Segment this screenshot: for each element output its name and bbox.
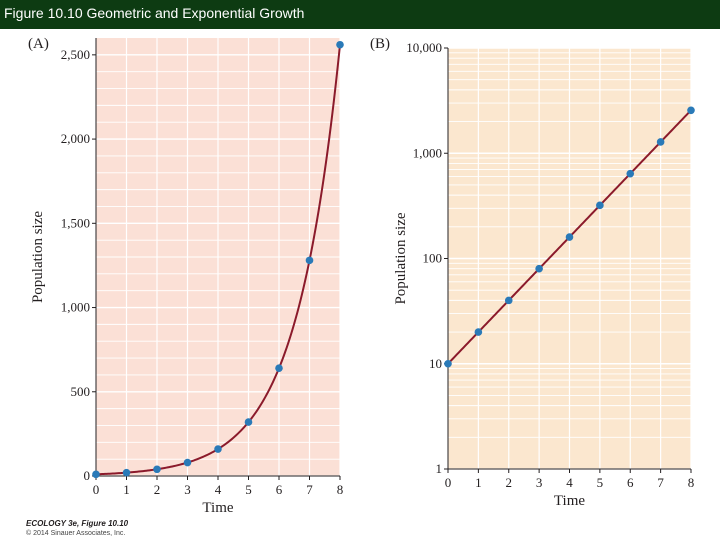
panel-a-x-axis-label: Time bbox=[202, 500, 233, 516]
panel-a-label: (A) bbox=[28, 36, 49, 52]
panel-a-x-tick-label: 8 bbox=[337, 482, 344, 497]
panel-a-y-axis-label: Population size bbox=[30, 211, 46, 303]
panel-a-x-tick-label: 2 bbox=[154, 482, 161, 497]
panel-a-data-point bbox=[214, 445, 222, 453]
panel-a-y-tick-label: 2,500 bbox=[61, 47, 90, 62]
figure-title: Figure 10.10 Geometric and Exponential G… bbox=[4, 5, 305, 21]
panel-b-x-tick-label: 0 bbox=[445, 475, 452, 490]
panel-a-data-point bbox=[92, 470, 100, 479]
panel-a-y-tick-label: 2,000 bbox=[61, 131, 90, 146]
panel-b-label: (B) bbox=[370, 36, 390, 52]
panel-b-x-tick-label: 3 bbox=[536, 475, 543, 490]
panel-a-x-tick-label: 4 bbox=[215, 482, 222, 497]
panel-b-y-tick-label: 1,000 bbox=[413, 145, 442, 160]
panel-b-x-tick-label: 6 bbox=[627, 475, 634, 490]
panel-a-y-tick-label: 500 bbox=[71, 384, 91, 399]
panel-a-x-tick-label: 6 bbox=[276, 482, 283, 497]
panel-b-y-tick-label: 100 bbox=[423, 251, 443, 266]
panel-b-data-point bbox=[656, 138, 665, 146]
panel-b-x-tick-label: 1 bbox=[475, 475, 482, 490]
panel-b-data-point bbox=[444, 359, 452, 368]
panel-a-data-point bbox=[122, 468, 131, 477]
panel-b-x-tick-label: 4 bbox=[566, 475, 573, 490]
panel-a-x-tick-label: 0 bbox=[93, 482, 100, 497]
panel-b-x-tick-label: 8 bbox=[688, 475, 695, 490]
figure-title-bar: Figure 10.10 Geometric and Exponential G… bbox=[0, 0, 720, 29]
panel-a-y-tick-label: 0 bbox=[84, 468, 91, 483]
panel-a-data-point bbox=[183, 458, 192, 467]
credit-copyright: © 2014 Sinauer Associates, Inc. bbox=[26, 530, 126, 537]
panel-b-y-tick-label: 10,000 bbox=[406, 40, 442, 55]
panel-a-x-tick-label: 3 bbox=[184, 482, 191, 497]
panel-b-data-point bbox=[535, 264, 543, 273]
panel-a-x-tick-label: 1 bbox=[123, 482, 130, 497]
panel-b-data-point bbox=[596, 201, 604, 210]
panel-b-data-point bbox=[687, 106, 695, 115]
panel-b-y-tick-label: 10 bbox=[429, 356, 442, 371]
panel-a-data-point bbox=[305, 256, 314, 265]
panel-a-data-point bbox=[244, 418, 253, 426]
panel-b-data-point bbox=[565, 233, 574, 241]
panel-a-data-point bbox=[153, 465, 161, 474]
panel-a-x-tick-label: 7 bbox=[306, 482, 313, 497]
panel-a-x-tick-label: 5 bbox=[245, 482, 252, 497]
panel-b-x-axis-label: Time bbox=[554, 493, 585, 509]
panel-a-y-tick-label: 1,500 bbox=[61, 215, 90, 230]
panel-a-y-tick-label: 1,000 bbox=[61, 300, 90, 315]
panel-b-x-tick-label: 7 bbox=[657, 475, 664, 490]
panel-b-y-axis-label: Population size bbox=[393, 212, 409, 304]
panel-b-x-tick-label: 2 bbox=[506, 475, 513, 490]
panel-a-data-point bbox=[336, 40, 344, 49]
panel-b-data-point bbox=[504, 296, 513, 305]
credit-book: ECOLOGY 3e, Figure 10.10 bbox=[26, 519, 129, 528]
panel-b-data-point bbox=[626, 169, 635, 178]
panel-b-x-tick-label: 5 bbox=[597, 475, 604, 490]
panel-b-data-point bbox=[474, 328, 483, 336]
panel-b-y-tick-label: 1 bbox=[436, 461, 443, 476]
panel-a-data-point bbox=[275, 364, 283, 372]
